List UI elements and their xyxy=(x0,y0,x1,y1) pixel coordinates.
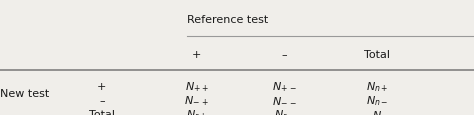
Text: $N_{-\,-}$: $N_{-\,-}$ xyxy=(272,95,297,105)
Text: Reference test: Reference test xyxy=(187,15,268,24)
Text: +: + xyxy=(97,81,107,91)
Text: $N_{r-}$: $N_{r-}$ xyxy=(274,107,295,115)
Text: $N_{+\,-}$: $N_{+\,-}$ xyxy=(272,79,297,93)
Text: –: – xyxy=(99,95,105,105)
Text: $N$: $N$ xyxy=(372,108,382,115)
Text: $N_{-\,+}$: $N_{-\,+}$ xyxy=(184,93,210,107)
Text: Total: Total xyxy=(364,50,390,60)
Text: +: + xyxy=(192,50,201,60)
Text: New test: New test xyxy=(0,88,50,98)
Text: $N_{n-}$: $N_{n-}$ xyxy=(365,93,388,107)
Text: Total: Total xyxy=(89,109,115,115)
Text: –: – xyxy=(282,50,287,60)
Text: $N_{r+}$: $N_{r+}$ xyxy=(186,107,207,115)
Text: $N_{n+}$: $N_{n+}$ xyxy=(365,79,388,93)
Text: $N_{++}$: $N_{++}$ xyxy=(185,79,209,93)
